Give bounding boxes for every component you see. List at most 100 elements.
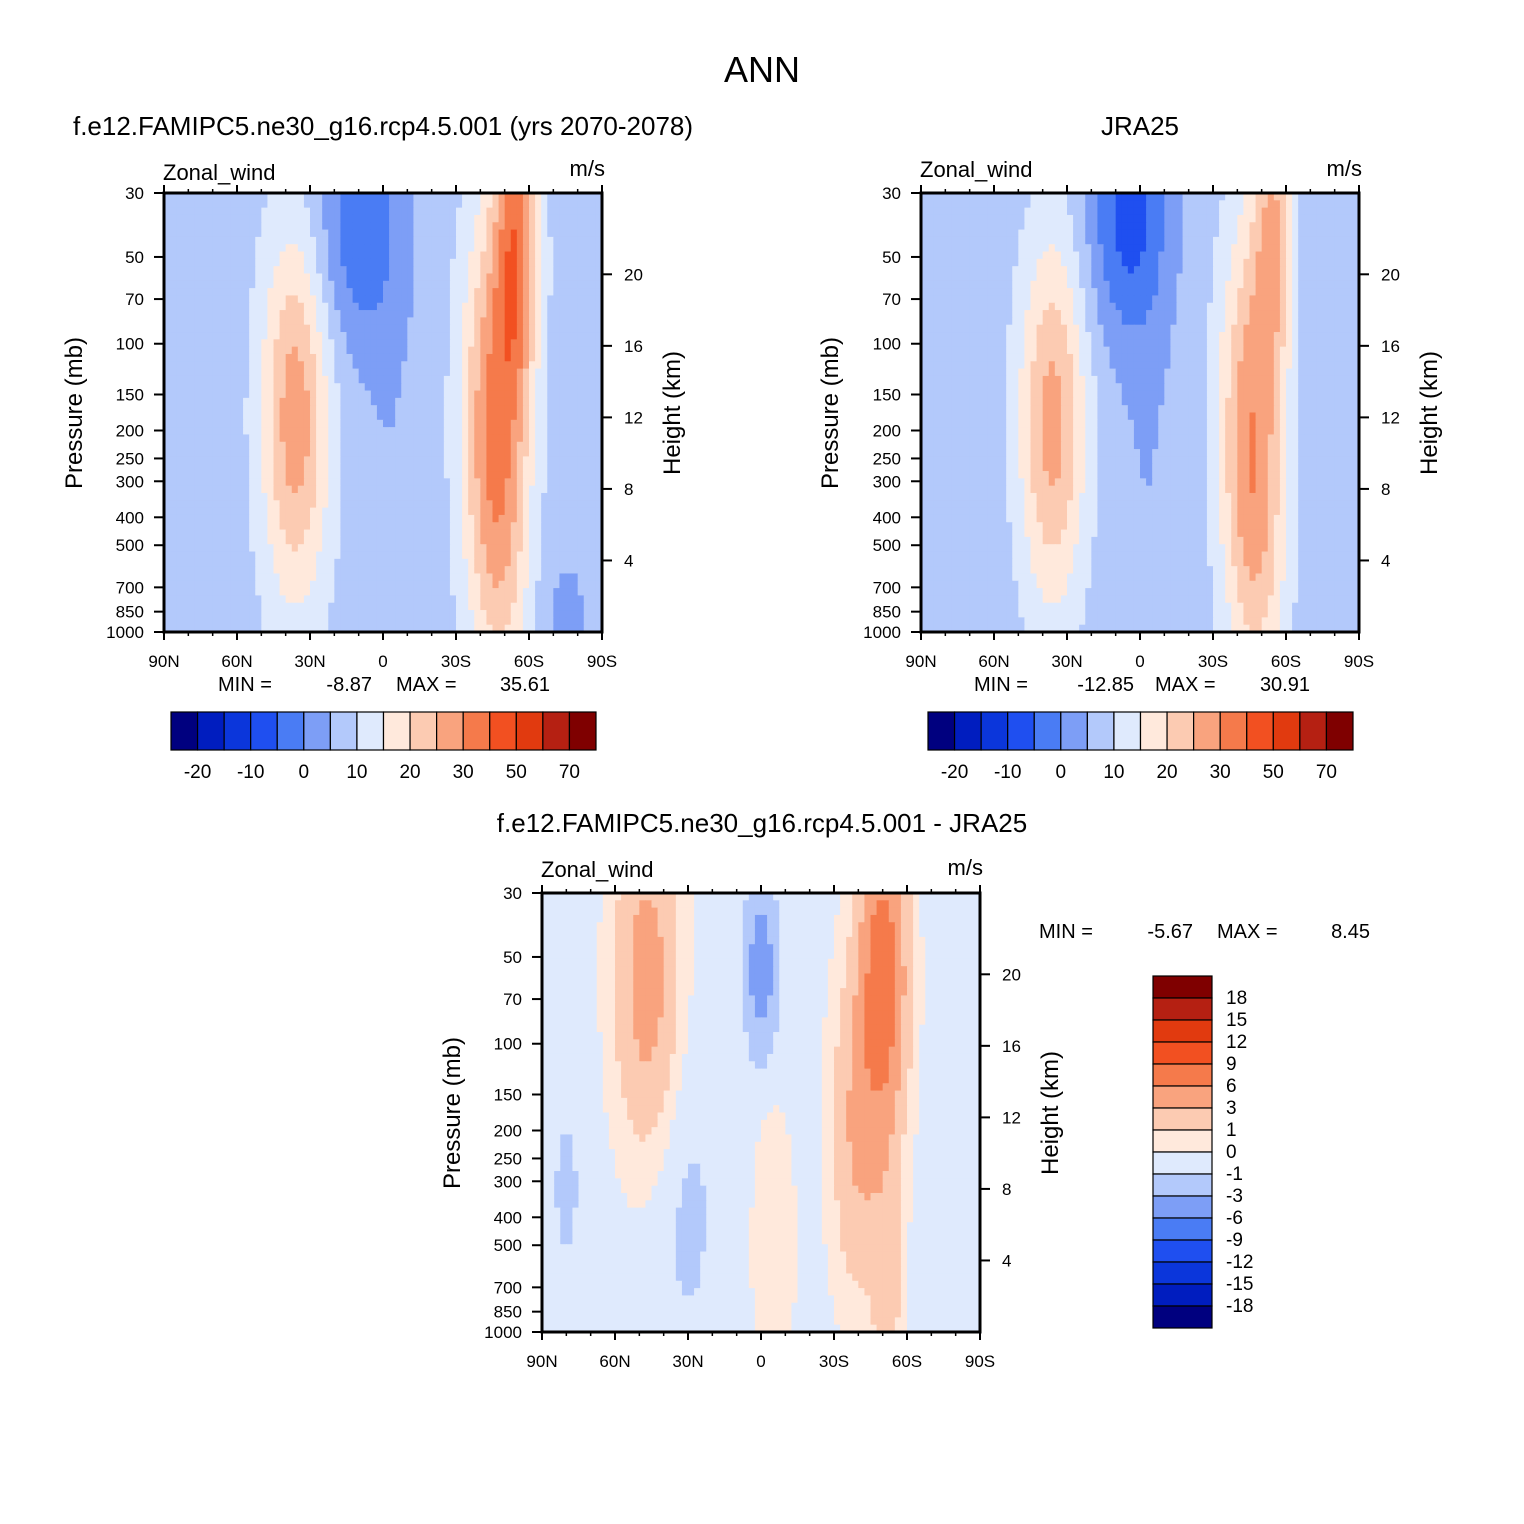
field-cell (243, 610, 250, 618)
field-cell (419, 317, 427, 326)
field-cell (224, 558, 232, 567)
field-cell (170, 339, 177, 348)
field-cell (559, 302, 567, 311)
field-cell (218, 375, 226, 384)
field-cell (243, 266, 250, 275)
field-cell (480, 361, 488, 370)
field-cell (486, 229, 494, 238)
field-cell (352, 449, 360, 457)
field-cell (522, 207, 530, 216)
field-cell (322, 390, 329, 399)
field-cell (583, 193, 591, 201)
field-cell (164, 595, 171, 604)
field-cell (559, 624, 567, 633)
field-cell (547, 485, 554, 494)
field-cell (224, 324, 232, 333)
field-cell (498, 419, 506, 428)
field-cell (933, 200, 940, 209)
field-cell (170, 317, 177, 326)
field-cell (413, 405, 421, 414)
field-cell (376, 595, 384, 604)
field-cell (1322, 200, 1330, 209)
field-cell (547, 317, 554, 326)
field-cell (389, 214, 396, 223)
field-cell (425, 324, 433, 333)
field-cell (322, 375, 329, 384)
field-cell (1109, 229, 1117, 238)
field-cell (383, 449, 390, 457)
field-cell (535, 485, 542, 494)
field-cell (200, 324, 208, 333)
field-cell (535, 193, 542, 201)
field-cell (303, 361, 311, 370)
field-cell (449, 529, 457, 538)
field-cell (553, 522, 561, 531)
field-cell (583, 390, 591, 399)
field-cell (389, 302, 396, 311)
field-cell (480, 332, 488, 340)
field-cell (407, 558, 415, 567)
colorbar-label: 50 (506, 762, 527, 783)
field-cell (218, 193, 226, 201)
field-cell (224, 353, 232, 362)
field-cell (255, 383, 262, 392)
field-cell (595, 412, 603, 421)
field-cell (230, 229, 238, 238)
field-cell (443, 229, 451, 238)
field-cell (541, 339, 548, 348)
field-cell (443, 588, 451, 597)
field-cell (376, 485, 384, 494)
field-cell (1097, 193, 1105, 201)
field-cell (571, 595, 579, 604)
field-cell (218, 273, 226, 282)
field-cell (395, 332, 402, 340)
field-cell (553, 390, 561, 399)
field-cell (249, 361, 256, 370)
field-cell (346, 251, 354, 260)
field-cell (206, 492, 214, 501)
field-cell (474, 558, 481, 567)
field-cell (504, 361, 512, 370)
field-cell (370, 580, 378, 589)
field-cell (176, 536, 183, 545)
field-cell (431, 375, 439, 384)
field-cell (571, 434, 579, 443)
field-cell (218, 427, 226, 436)
field-cell (243, 368, 250, 377)
field-cell (401, 368, 408, 377)
field-cell (370, 507, 378, 516)
field-cell (486, 346, 494, 355)
field-cell (963, 193, 971, 201)
field-cell (310, 193, 317, 201)
field-cell (498, 427, 506, 436)
field-cell (407, 222, 415, 231)
field-cell (310, 317, 317, 326)
field-cell (218, 412, 226, 421)
field-cell (516, 566, 524, 575)
field-cell (170, 397, 177, 406)
field-cell (370, 288, 378, 297)
field-cell (1279, 193, 1287, 201)
field-cell (297, 522, 305, 531)
field-cell (194, 500, 202, 509)
field-cell (547, 558, 554, 567)
field-cell (249, 580, 256, 589)
field-cell (407, 434, 415, 443)
field-cell (255, 419, 262, 428)
field-cell (1298, 222, 1305, 231)
field-cell (529, 266, 536, 275)
field-cell (535, 229, 542, 238)
field-cell (1225, 214, 1232, 223)
field-cell (1018, 193, 1026, 201)
field-cell (218, 522, 226, 531)
field-cell (200, 397, 208, 406)
field-cell (449, 332, 457, 340)
field-cell (547, 244, 554, 253)
field-cell (431, 463, 439, 472)
field-cell (583, 368, 591, 377)
field-cell (547, 507, 554, 516)
field-cell (553, 478, 561, 487)
field-cell (310, 478, 317, 487)
field-cell (425, 456, 433, 465)
field-cell (285, 207, 293, 216)
